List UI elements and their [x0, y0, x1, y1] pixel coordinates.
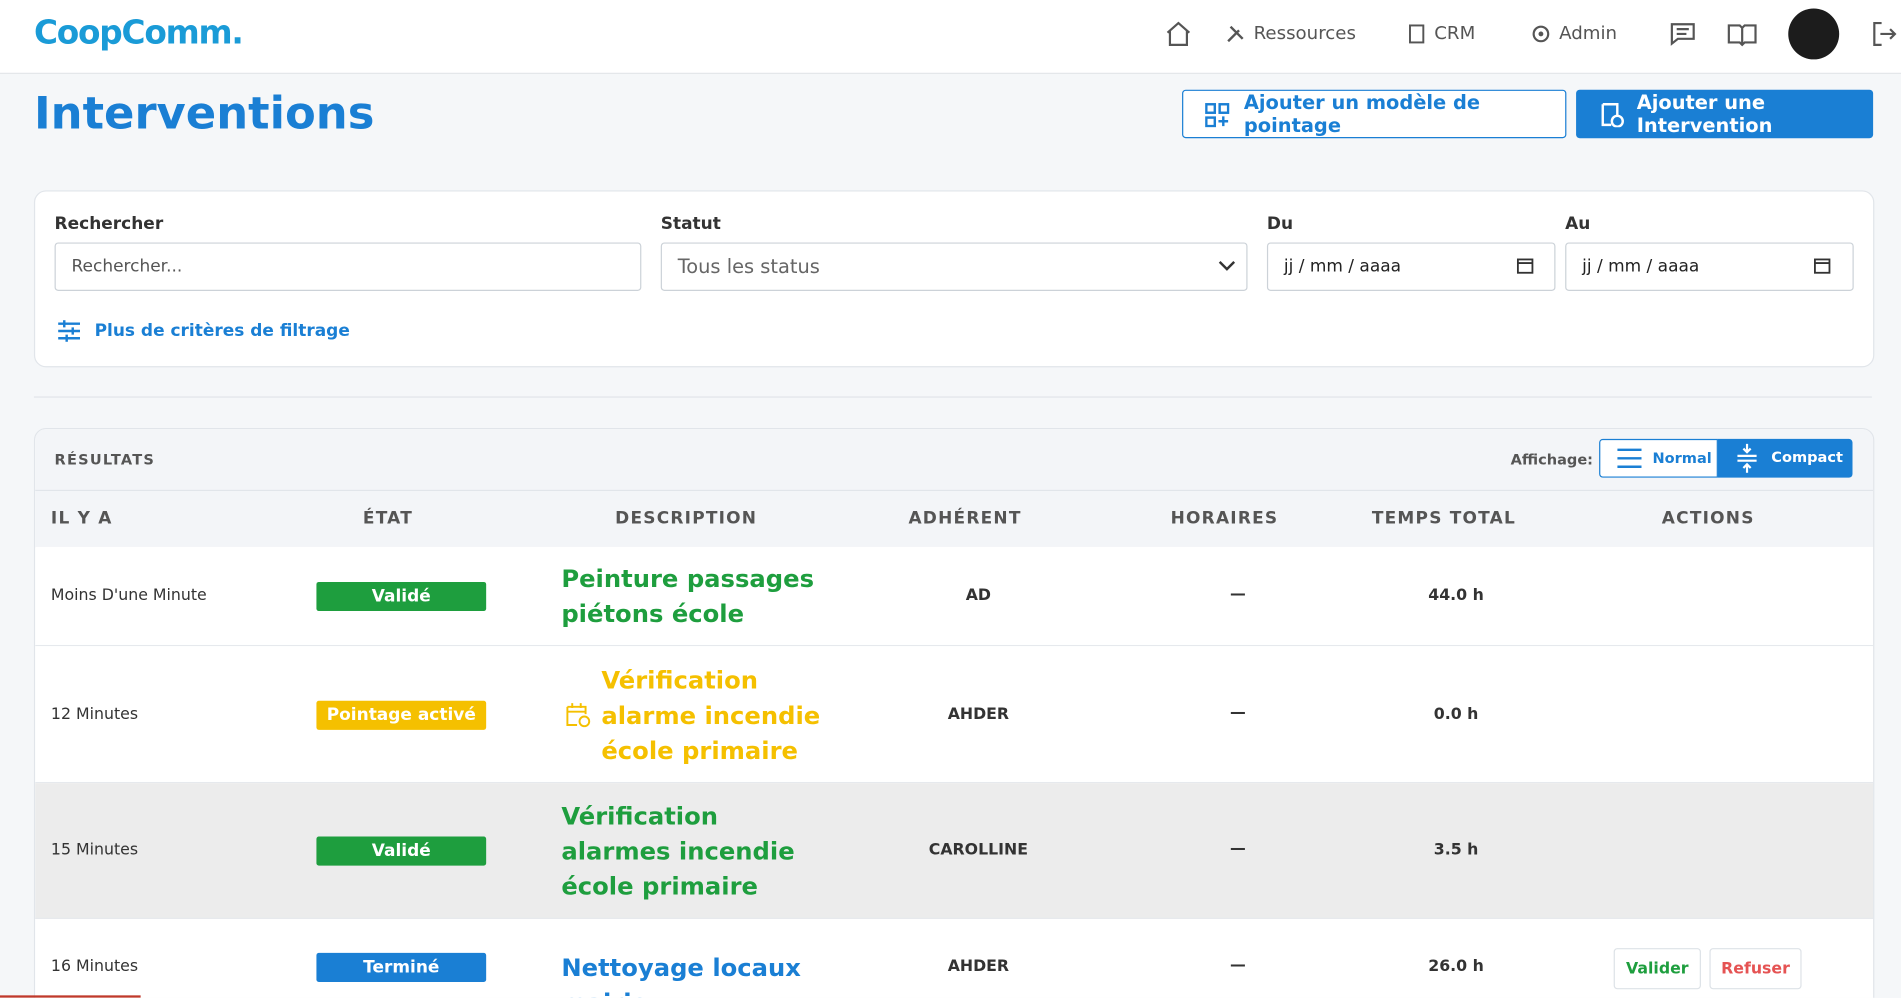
nav-item[interactable]: CRM — [1434, 21, 1476, 44]
status-badge: Validé — [316, 836, 487, 866]
status-badge: Terminé — [316, 952, 487, 983]
member-cell: CAROLLINE — [928, 841, 1028, 860]
logout-icon[interactable] — [1869, 19, 1898, 48]
compact-icon — [1737, 443, 1757, 473]
nav-item[interactable]: Admin — [1559, 21, 1618, 44]
book-icon[interactable] — [1726, 19, 1758, 48]
column-header: DESCRIPTION — [615, 509, 758, 529]
member-cell: AHDER — [947, 704, 1010, 724]
column-header: ACTIONS — [1661, 509, 1755, 529]
schedule-cell: — — [1229, 703, 1246, 722]
action-button[interactable]: Valider — [1613, 948, 1701, 990]
schedule-cell: — — [1229, 840, 1246, 859]
tools-icon — [1227, 25, 1244, 43]
description-link[interactable]: Vérification alarmes incendie école prim… — [561, 801, 795, 901]
divider — [33, 396, 1872, 398]
chat-icon[interactable] — [1668, 19, 1697, 48]
description-link[interactable]: Peinture passages piétons école — [561, 563, 815, 629]
column-header: IL Y A — [50, 509, 113, 529]
results-card: RÉSULTATS Affichage: Normal Compact IL Y… — [33, 427, 1875, 998]
time-cell: 15 Minutes — [50, 841, 139, 860]
to-date-input[interactable]: jj / mm / aaaa — [1565, 242, 1854, 291]
add-intervention-button[interactable]: Ajouter une Intervention — [1576, 89, 1874, 139]
button-label: Ajouter une Intervention — [1636, 90, 1773, 137]
schedule-cell: — — [1229, 956, 1246, 975]
gear-icon — [1532, 25, 1550, 43]
search-input[interactable]: Rechercher... — [54, 242, 642, 291]
action-button[interactable]: Refuser — [1709, 948, 1802, 990]
nav-item[interactable]: Ressources — [1253, 21, 1356, 44]
results-header — [35, 429, 1874, 492]
total-cell: 26.0 h — [1428, 957, 1484, 976]
total-cell: 44.0 h — [1428, 586, 1484, 605]
table: IL Y A ÉTAT DESCRIPTION ADHÉRENT HORAIRES TEM… — [35, 429, 1874, 998]
table-header — [35, 491, 1874, 548]
status-select[interactable]: Tous les status — [660, 242, 1248, 291]
filter-label: Du — [1266, 214, 1294, 234]
filter-card: Rechercher Rechercher... Statut Tous les… — [33, 190, 1875, 368]
schedule-cell: — — [1229, 585, 1246, 604]
add-template-button[interactable]: Ajouter un modèle de pointage — [1182, 89, 1567, 139]
status-badge: Pointage activé — [316, 700, 487, 730]
calendar-icon — [1814, 258, 1831, 274]
total-cell: 3.5 h — [1433, 841, 1479, 860]
from-date-input[interactable]: jj / mm / aaaa — [1266, 242, 1556, 291]
filter-label: Statut — [660, 214, 721, 234]
button-label: Ajouter un modèle de pointage — [1243, 90, 1481, 137]
member-cell: AHDER — [947, 957, 1010, 976]
column-header: ÉTAT — [362, 509, 414, 529]
avatar[interactable] — [1788, 8, 1840, 60]
filter-label: Au — [1565, 214, 1591, 234]
column-header: HORAIRES — [1170, 509, 1279, 529]
schedule-icon — [566, 702, 591, 727]
top-bar: CoopComm. Ressources CRM Admin — [0, 0, 1901, 74]
column-header: TEMPS TOTAL — [1371, 509, 1517, 529]
time-cell: Moins D'une Minute — [50, 586, 207, 605]
status-badge: Validé — [316, 581, 487, 612]
toggle-label: Compact — [1771, 448, 1843, 466]
list-icon — [1617, 448, 1642, 468]
filter-icon — [58, 320, 81, 342]
clipboard-icon — [1601, 103, 1624, 128]
filter-label: Rechercher — [54, 214, 164, 234]
description-link[interactable]: Nettoyage locaux mairie — [561, 952, 801, 998]
time-cell: 12 Minutes — [50, 704, 139, 724]
column-header: ADHÉRENT — [908, 509, 1022, 529]
normal-toggle[interactable]: Normal — [1599, 438, 1718, 478]
progress-bar — [0, 995, 141, 998]
results-title: RÉSULTATS — [54, 451, 156, 468]
qr-icon — [1205, 103, 1230, 128]
toggle-label: Normal — [1652, 449, 1712, 467]
crm-icon — [1409, 24, 1425, 44]
time-cell: 16 Minutes — [50, 957, 139, 976]
calendar-icon — [1516, 258, 1534, 274]
total-cell: 0.0 h — [1433, 704, 1479, 724]
page-title: Interventions — [33, 87, 375, 140]
more-filters-link[interactable]: Plus de critères de filtrage — [94, 321, 350, 341]
description-link[interactable]: Vérification alarme incendie école prima… — [601, 664, 821, 765]
logo[interactable]: CoopComm. — [33, 14, 244, 53]
display-label: Affichage: — [1510, 451, 1593, 468]
chevron — [1218, 261, 1236, 271]
member-cell: AD — [965, 586, 992, 605]
compact-toggle[interactable]: Compact — [1717, 438, 1853, 478]
home-icon[interactable] — [1164, 19, 1193, 48]
